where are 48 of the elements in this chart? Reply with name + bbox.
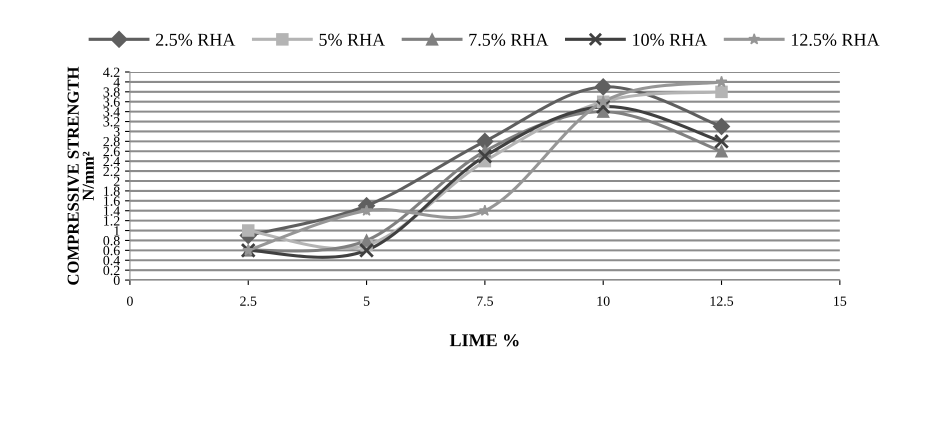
x-tick-label: 2.5 [240, 296, 256, 306]
point [242, 224, 254, 237]
y-tick-label: 3.4 [104, 107, 120, 117]
y-tick-label: 2.6 [103, 146, 120, 156]
y-tick-label: 4 [114, 78, 120, 87]
legend-label: 7.5% RHA [469, 34, 548, 46]
point [478, 204, 491, 216]
y-tick-label: 4.2 [103, 68, 120, 78]
y-tick-label: 3 [114, 127, 120, 136]
x-tick-label: 12.5 [710, 296, 734, 306]
y-tick-label: 1.8 [104, 186, 120, 196]
legend-label: 12.5% RHA [792, 34, 880, 46]
x-tick-label: 5 [364, 296, 370, 306]
y-tick-label: 2.2 [103, 166, 120, 176]
y-tick-label: 0.4 [103, 256, 120, 266]
point [712, 118, 730, 136]
y-tick-label: 2.8 [103, 136, 120, 146]
y-tick-label: 2.4 [103, 156, 120, 166]
y-tick-label: 0.8 [103, 236, 120, 246]
x-tick-label: 7.5 [477, 296, 494, 306]
y-tick-label: 1.6 [104, 196, 120, 206]
point [596, 99, 611, 114]
legend-label: 2.5% RHA [156, 34, 236, 46]
point [594, 78, 612, 96]
point [715, 145, 728, 158]
y-tick-label: 1 [114, 226, 120, 236]
point [715, 86, 728, 98]
x-tick-label: 15 [834, 296, 846, 306]
x-tick-label: 0 [126, 296, 133, 306]
point [714, 134, 730, 149]
y-axis-title: COMPRESSIVE STRENGTH N/mm² [68, 66, 94, 285]
legend-label: 5% RHA [320, 34, 386, 46]
y-tick-label: 0.2 [103, 266, 120, 276]
y-tick-label: 0.6 [103, 246, 120, 256]
y-tick-label: 1.4 [104, 206, 120, 216]
x-tick-label: 10 [597, 296, 610, 306]
y-tick-label: 0 [114, 276, 120, 286]
y-tick-label: 3.8 [104, 87, 120, 97]
y-tick-label: 3.2 [104, 117, 120, 127]
y-tick-label: 3.6 [104, 97, 120, 107]
point [477, 148, 493, 164]
point [716, 76, 728, 88]
x-axis-title: LIME % [450, 334, 519, 346]
y-tick-label: 2 [114, 176, 120, 186]
y-tick-label: 1.2 [104, 216, 120, 226]
point [476, 132, 494, 150]
point [358, 242, 374, 258]
legend-label: 10% RHA [633, 34, 708, 46]
